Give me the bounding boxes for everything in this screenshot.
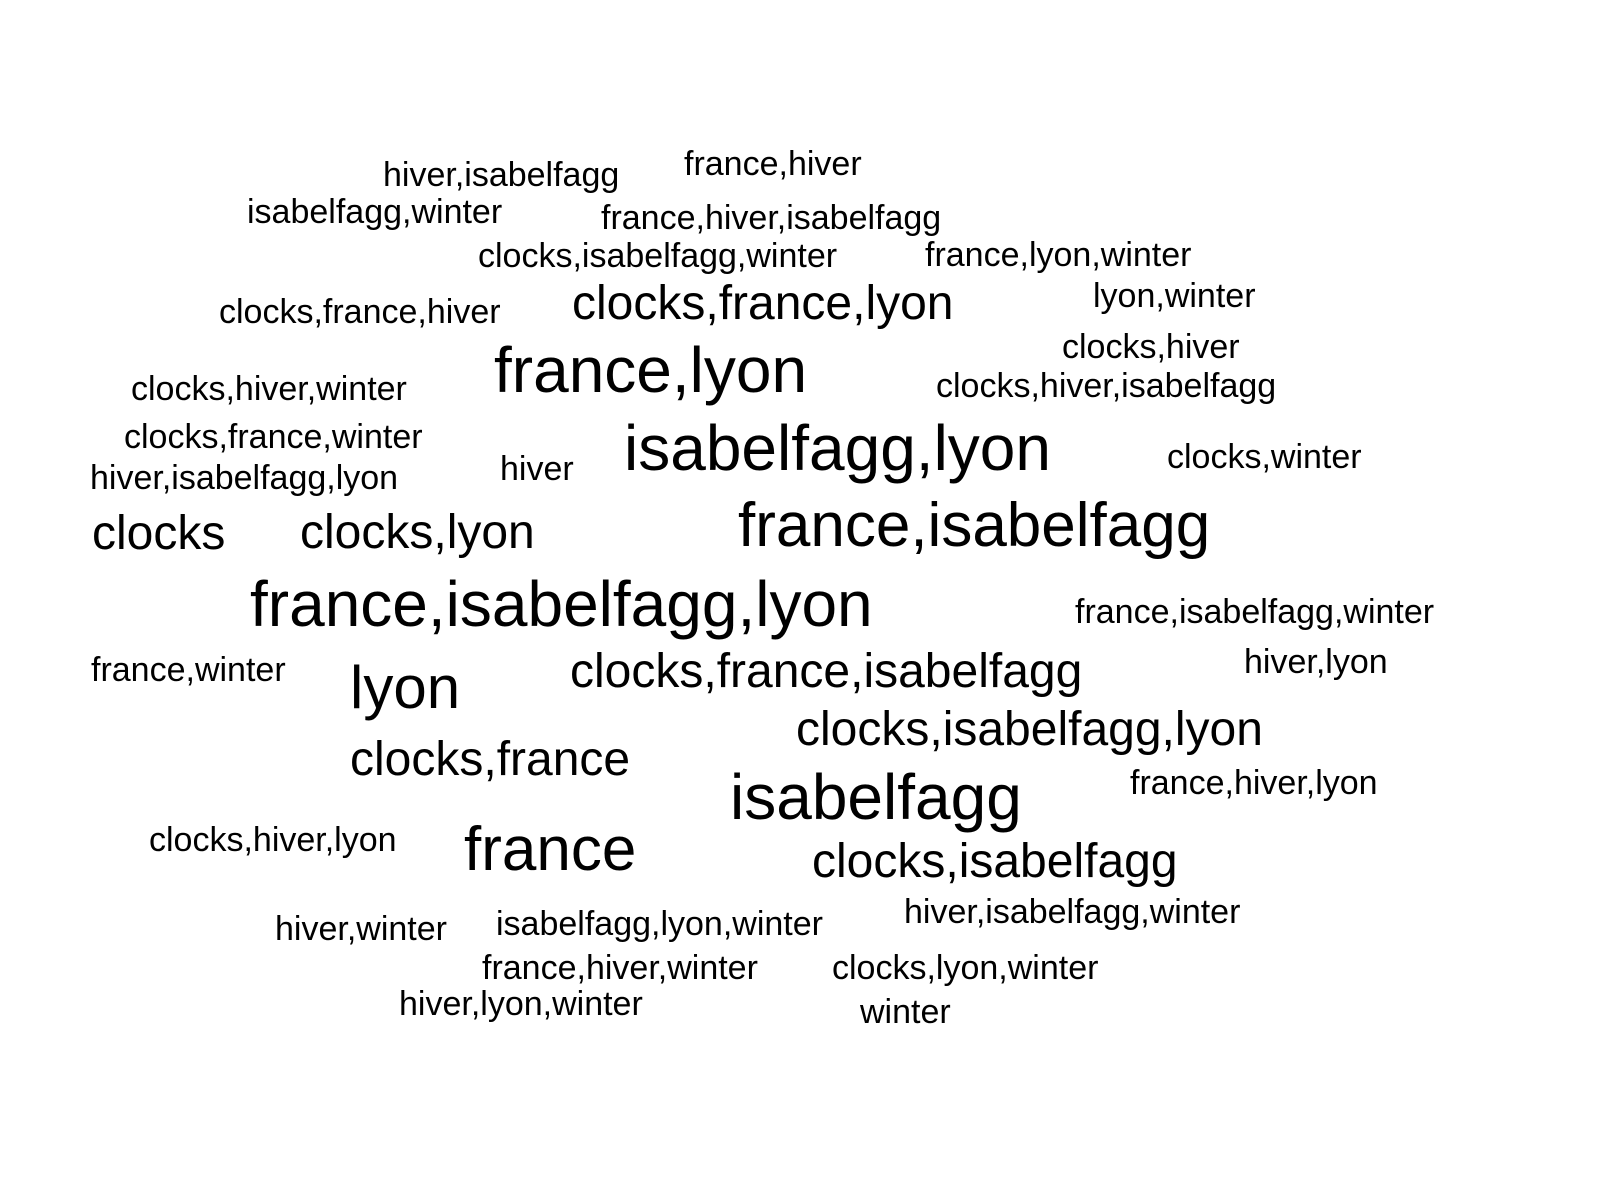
word-isabelfagg-winter: isabelfagg,winter: [247, 193, 503, 231]
word-lyon-winter: lyon,winter: [1093, 277, 1256, 315]
word-clocks-hiver-winter: clocks,hiver,winter: [131, 370, 407, 408]
word-clocks: clocks: [92, 507, 226, 560]
word-france-hiver-isabelfagg: france,hiver,isabelfagg: [601, 199, 942, 237]
word-france-hiver-winter: france,hiver,winter: [482, 949, 758, 987]
word-winter: winter: [860, 993, 951, 1031]
word-france-isabelfagg: france,isabelfagg: [738, 491, 1211, 560]
word-clocks-france: clocks,france: [350, 733, 631, 786]
word-clocks-lyon-winter: clocks,lyon,winter: [832, 949, 1099, 987]
word-hiver-winter: hiver,winter: [275, 910, 447, 948]
word-clocks-france-lyon: clocks,france,lyon: [572, 277, 954, 330]
word-france-lyon: france,lyon: [494, 334, 808, 406]
word-isabelfagg: isabelfagg: [730, 761, 1022, 833]
word-hiver-isabelfagg-lyon: hiver,isabelfagg,lyon: [90, 459, 399, 497]
word-hiver-isabelfagg: hiver,isabelfagg: [383, 156, 620, 194]
word-clocks-isabelfagg-lyon: clocks,isabelfagg,lyon: [796, 703, 1263, 756]
word-hiver: hiver: [500, 450, 574, 488]
word-clocks-winter: clocks,winter: [1167, 438, 1362, 476]
word-hiver-lyon-winter: hiver,lyon,winter: [399, 985, 643, 1023]
word-france-hiver-lyon: france,hiver,lyon: [1130, 764, 1378, 802]
word-clocks-hiver-isabelfagg: clocks,hiver,isabelfagg: [936, 367, 1277, 405]
word-france-lyon-winter: france,lyon,winter: [925, 236, 1192, 274]
word-france: france: [464, 815, 637, 884]
word-france-hiver: france,hiver: [684, 145, 862, 183]
word-france-winter: france,winter: [91, 651, 286, 689]
word-clocks-hiver: clocks,hiver: [1062, 328, 1240, 366]
word-clocks-isabelfagg-winter: clocks,isabelfagg,winter: [478, 237, 838, 275]
word-clocks-france-hiver: clocks,france,hiver: [219, 293, 501, 331]
word-clocks-isabelfagg: clocks,isabelfagg: [812, 835, 1178, 888]
word-hiver-isabelfagg-winter: hiver,isabelfagg,winter: [904, 893, 1241, 931]
word-clocks-hiver-lyon: clocks,hiver,lyon: [149, 821, 397, 859]
word-isabelfagg-lyon: isabelfagg,lyon: [624, 412, 1051, 484]
word-clocks-france-winter: clocks,france,winter: [124, 418, 423, 456]
word-clocks-lyon: clocks,lyon: [300, 506, 535, 559]
word-isabelfagg-lyon-winter: isabelfagg,lyon,winter: [496, 905, 823, 943]
word-clocks-france-isabelfagg: clocks,france,isabelfagg: [570, 645, 1083, 698]
word-hiver-lyon: hiver,lyon: [1244, 643, 1388, 681]
word-lyon: lyon: [350, 654, 461, 721]
word-france-isabelfagg-lyon: france,isabelfagg,lyon: [250, 568, 873, 640]
word-france-isabelfagg-winter: france,isabelfagg,winter: [1075, 593, 1435, 631]
